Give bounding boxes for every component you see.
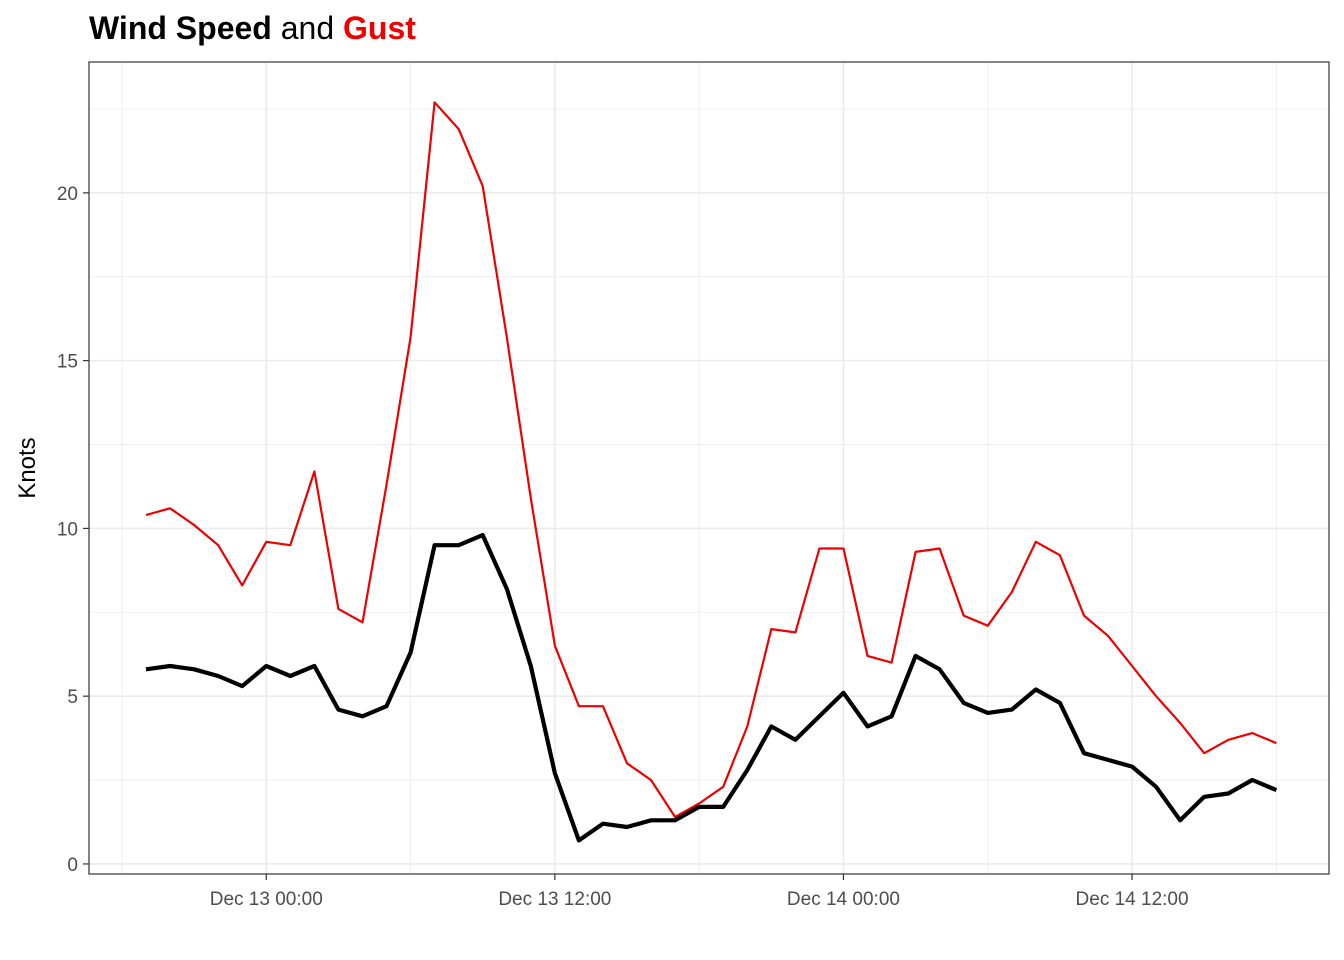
y-tick-label: 10 bbox=[57, 519, 78, 540]
x-tick-label: Dec 14 12:00 bbox=[1076, 889, 1189, 910]
title-and: and bbox=[271, 10, 343, 46]
title-wind-speed: Wind Speed bbox=[89, 10, 272, 46]
x-axis: Dec 13 00:00 Dec 13 12:00 Dec 14 00:00 Dec … bbox=[210, 874, 1189, 910]
wind-speed-line bbox=[145, 532, 1278, 843]
x-tick-label: Dec 13 12:00 bbox=[498, 889, 611, 910]
chart-title: Wind Speed and Gust bbox=[89, 8, 416, 48]
title-gust: Gust bbox=[343, 10, 416, 46]
grid-major bbox=[89, 62, 1329, 874]
grid-minor bbox=[89, 62, 1329, 874]
series-lines bbox=[145, 101, 1278, 843]
y-tick-label: 5 bbox=[67, 687, 78, 708]
y-tick-label: 0 bbox=[67, 855, 78, 876]
y-tick-label: 20 bbox=[57, 184, 78, 205]
x-tick-label: Dec 13 00:00 bbox=[210, 889, 323, 910]
y-axis: 0 5 10 15 20 bbox=[57, 184, 89, 876]
gust-line bbox=[145, 101, 1277, 819]
y-tick-label: 15 bbox=[57, 352, 78, 373]
plot-panel-border bbox=[88, 61, 1330, 875]
y-axis-title: Knots bbox=[14, 437, 41, 498]
x-tick-label: Dec 14 00:00 bbox=[787, 889, 900, 910]
